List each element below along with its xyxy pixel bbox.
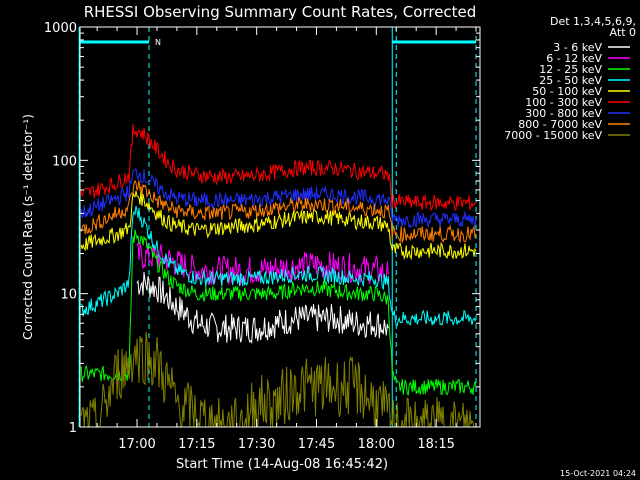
legend-label-4: 50 - 100 keV	[532, 85, 602, 98]
series-5	[80, 124, 477, 212]
series-2	[80, 229, 477, 396]
y-axis-label: Corrected Count Rate (s⁻¹ detector⁻¹)	[21, 114, 35, 340]
y-tick-label-0: 1	[69, 421, 77, 436]
legend-label-3: 25 - 50 keV	[539, 74, 602, 87]
series-line-6-0	[80, 168, 477, 229]
series-4	[80, 189, 477, 261]
series-line-0-0	[136, 271, 389, 344]
legend-label-8: 7000 - 15000 keV	[504, 129, 602, 142]
chart-title: RHESSI Observing Summary Count Rates, Co…	[84, 3, 477, 21]
x-tick-label-5: 18:15	[417, 437, 454, 452]
night-label: N	[155, 38, 161, 47]
x-tick-label-4: 18:00	[358, 437, 395, 452]
legend-label-2: 12 - 25 keV	[539, 63, 602, 76]
x-tick-label-0: 17:00	[118, 437, 155, 452]
legend-label-0: 3 - 6 keV	[553, 41, 602, 54]
series-line-4-0	[80, 189, 477, 261]
series-line-3-0	[80, 205, 477, 327]
y-tick-label-1: 10	[60, 288, 77, 303]
plot-area: N	[78, 27, 477, 429]
series-line-2-0	[80, 229, 477, 396]
series-line-7-0	[80, 179, 477, 244]
timestamp: 15-Oct-2021 04:24	[560, 469, 636, 478]
legend-label-1: 6 - 12 keV	[546, 52, 602, 65]
x-axis-label: Start Time (14-Aug-08 16:45:42)	[176, 457, 388, 472]
y-tick-label-2: 100	[52, 154, 77, 169]
x-tick-label-2: 17:30	[238, 437, 275, 452]
series-6	[80, 168, 477, 229]
y-tick-label-3: 1000	[44, 21, 77, 36]
series-1	[136, 241, 389, 286]
series-3	[80, 205, 477, 327]
legend-label-6: 300 - 800 keV	[525, 107, 602, 120]
x-tick-label-3: 17:45	[298, 437, 335, 452]
legend-label-7: 800 - 7000 keV	[518, 118, 602, 131]
series-8	[80, 331, 476, 429]
legend-label-5: 100 - 300 keV	[525, 96, 602, 109]
legend-header-1: Att 0	[610, 26, 636, 39]
axes: 1 10 100 1000 17:00 17:15 17:30 17:45 18:00 18:15	[44, 21, 481, 452]
series-line-8-0	[80, 331, 476, 429]
series-line-1-0	[136, 241, 389, 286]
series-line-5-0	[80, 124, 477, 212]
legend-header-0: Det 1,3,4,5,6,9,	[550, 15, 636, 28]
x-tick-label-1: 17:15	[178, 437, 215, 452]
series-0	[136, 271, 389, 344]
series-7	[80, 179, 477, 244]
plot-frame	[79, 26, 481, 428]
